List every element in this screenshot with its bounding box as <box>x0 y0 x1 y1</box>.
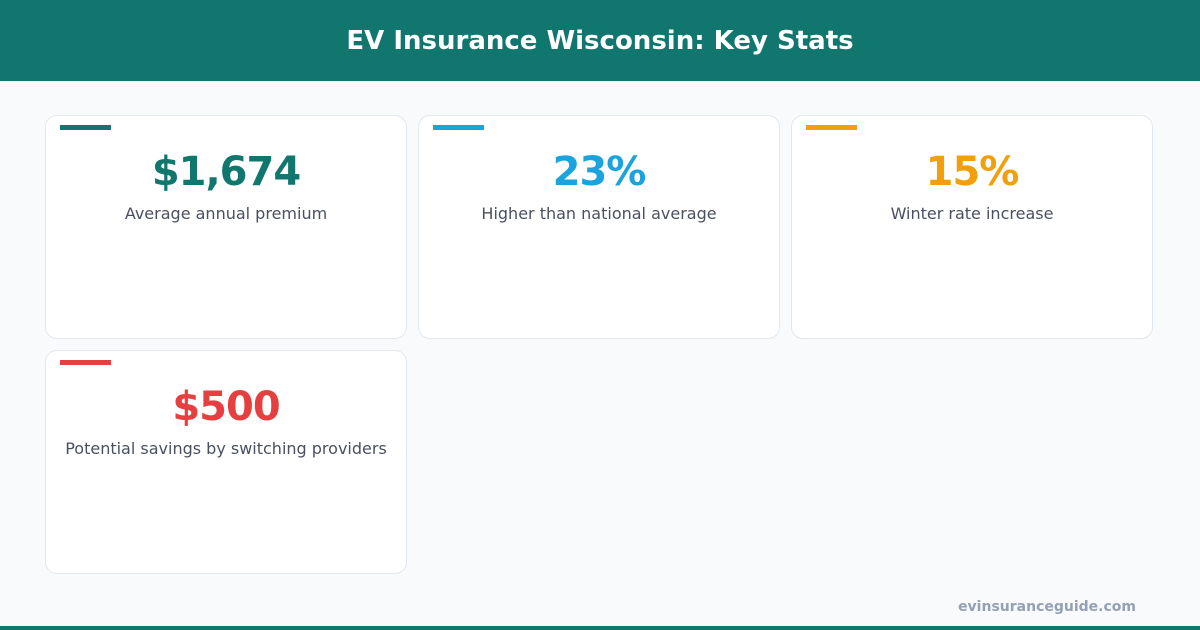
stat-card-premium: $1,674 Average annual premium <box>45 115 407 339</box>
stat-value: 15% <box>925 149 1020 195</box>
header-banner: EV Insurance Wisconsin: Key Stats <box>0 0 1200 81</box>
stat-value: $500 <box>172 384 280 430</box>
site-url: evinsuranceguide.com <box>958 599 1136 615</box>
stat-value: 23% <box>552 149 647 195</box>
page-title: EV Insurance Wisconsin: Key Stats <box>346 25 854 56</box>
accent-bar <box>60 360 111 365</box>
stat-label: Potential savings by switching providers <box>65 439 387 458</box>
stat-label: Average annual premium <box>124 204 328 223</box>
stat-card-national: 23% Higher than national average <box>418 115 780 339</box>
stat-card-savings: $500 Potential savings by switching prov… <box>45 350 407 574</box>
stat-value: $1,674 <box>151 149 301 195</box>
accent-bar <box>60 125 111 130</box>
accent-bar <box>806 125 857 130</box>
accent-bar <box>433 125 484 130</box>
stat-label: Higher than national average <box>481 204 717 223</box>
bottom-border <box>0 626 1200 630</box>
stat-label: Winter rate increase <box>890 204 1054 223</box>
stat-card-winter: 15% Winter rate increase <box>791 115 1153 339</box>
